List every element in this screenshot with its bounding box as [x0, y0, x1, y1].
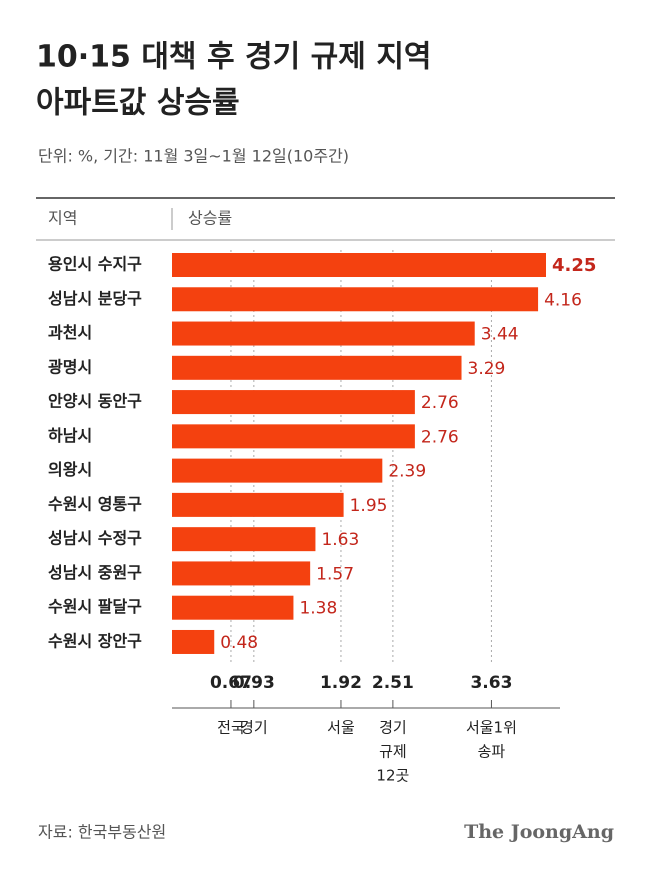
reference-value: 2.51 — [372, 673, 414, 693]
category-label: 성남시 중원구 — [48, 563, 142, 582]
category-label: 하남시 — [48, 426, 92, 445]
reference-value: 0.93 — [233, 673, 275, 693]
category-label: 성남시 수정구 — [48, 529, 142, 548]
source: 자료: 한국부동산원 — [38, 823, 166, 842]
category-label: 성남시 분당구 — [48, 289, 142, 308]
reference-name: 규제 — [379, 743, 407, 761]
bar — [172, 595, 294, 620]
value-label: 1.57 — [316, 564, 354, 584]
column-header: 지역 — [48, 209, 77, 228]
bar — [172, 458, 383, 483]
bar — [172, 253, 546, 277]
value-label: 1.38 — [299, 599, 337, 619]
bar — [172, 287, 539, 312]
chart-title: 10·15 대책 후 경기 규제 지역 — [36, 40, 432, 75]
value-label: 3.44 — [481, 325, 519, 345]
bar — [172, 492, 344, 517]
bar — [172, 629, 215, 654]
value-label: 4.25 — [552, 255, 596, 276]
value-label: 2.39 — [388, 462, 426, 482]
bar — [172, 424, 415, 449]
reference-value: 1.92 — [320, 673, 362, 693]
category-label: 과천시 — [48, 323, 92, 342]
value-label: 2.76 — [421, 427, 459, 447]
value-label: 4.16 — [544, 290, 582, 310]
reference-name: 경기 — [240, 719, 268, 737]
value-label: 3.29 — [468, 359, 506, 379]
bar — [172, 355, 462, 380]
reference-name: 서울 — [327, 719, 355, 737]
value-label: 1.95 — [350, 496, 388, 516]
category-label: 수원시 팔달구 — [48, 597, 142, 616]
chart-title: 아파트값 상승률 — [36, 86, 240, 121]
category-label: 광명시 — [48, 357, 92, 376]
bar — [172, 561, 311, 586]
reference-name: 송파 — [478, 743, 506, 761]
category-label: 수원시 장안구 — [48, 631, 142, 650]
reference-name: 서울1위 — [466, 719, 517, 737]
reference-name: 경기 — [379, 719, 407, 737]
category-label: 의왕시 — [48, 460, 92, 479]
value-label: 1.63 — [321, 530, 359, 550]
category-label: 용인시 수지구 — [48, 255, 142, 274]
reference-value: 3.63 — [470, 673, 512, 693]
value-label: 0.48 — [220, 633, 258, 653]
reference-name: 전국 — [217, 719, 245, 737]
subtitle: 단위: %, 기간: 11월 3일~1월 12일(10주간) — [38, 147, 349, 166]
category-label: 안양시 동안구 — [48, 392, 142, 411]
bar — [172, 321, 475, 346]
bar — [172, 527, 316, 552]
logo: The JoongAng — [464, 821, 614, 843]
reference-value: 0.67 — [210, 673, 252, 693]
bar — [172, 390, 415, 415]
column-header: 상승률 — [188, 209, 232, 228]
category-label: 수원시 영통구 — [48, 494, 142, 513]
reference-name: 12곳 — [376, 767, 409, 785]
value-label: 2.76 — [421, 393, 459, 413]
